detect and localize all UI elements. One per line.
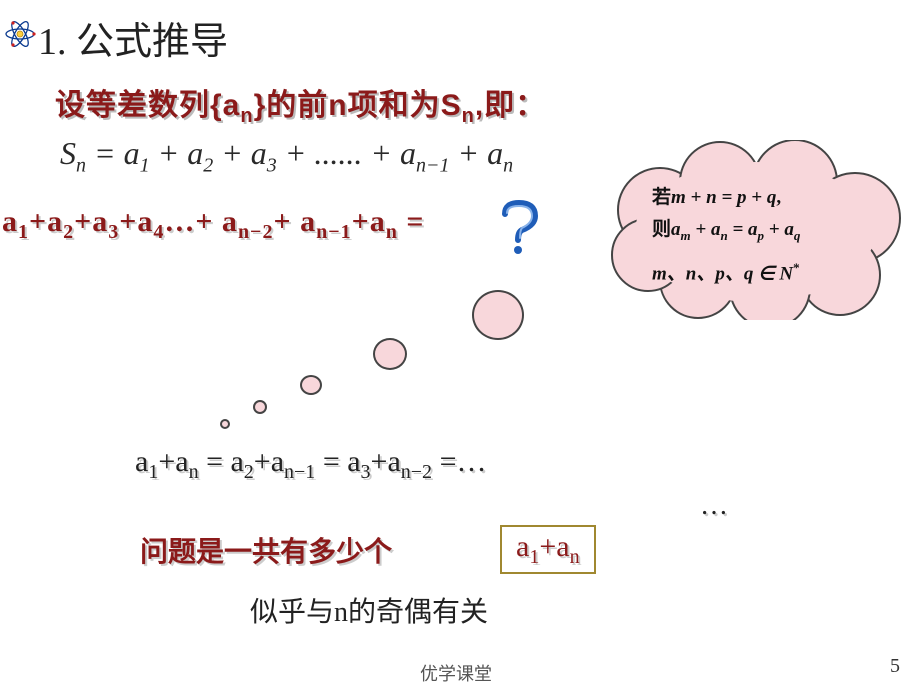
parity-remark: 似乎与n的奇偶有关: [250, 590, 488, 630]
section-title: 1. 公式推导: [38, 10, 228, 65]
question-text: 问题是一共有多少个: [140, 530, 392, 570]
thought-bubble: [220, 419, 230, 429]
question-mark-icon: [495, 200, 545, 255]
ellipsis: …: [700, 490, 728, 522]
cloud-property-text: 若m + n = p + q, 则am + an = ap + aq m、n、p…: [652, 182, 902, 290]
boxed-term: a1+an: [500, 525, 596, 574]
thought-bubble: [300, 375, 322, 395]
atom-bullet-icon: [4, 18, 36, 50]
thought-bubble: [472, 290, 524, 340]
thought-bubble: [373, 338, 407, 370]
sum-formula: Sn = a1 + a2 + a3 + ...... + an−1 + an: [60, 135, 513, 177]
footer-source: 优学课堂: [420, 660, 492, 686]
premise-text: 设等差数列{an}的前n项和为Sn,即：: [55, 80, 546, 128]
thought-bubble: [253, 400, 267, 414]
pairing-equation: a1+an = a2+an−1 = a3+an−2 =…: [135, 445, 486, 484]
sum-question: a1+a2+a3+a4…+ an−2+ an−1+an =: [2, 205, 424, 244]
page-number: 5: [890, 655, 900, 678]
